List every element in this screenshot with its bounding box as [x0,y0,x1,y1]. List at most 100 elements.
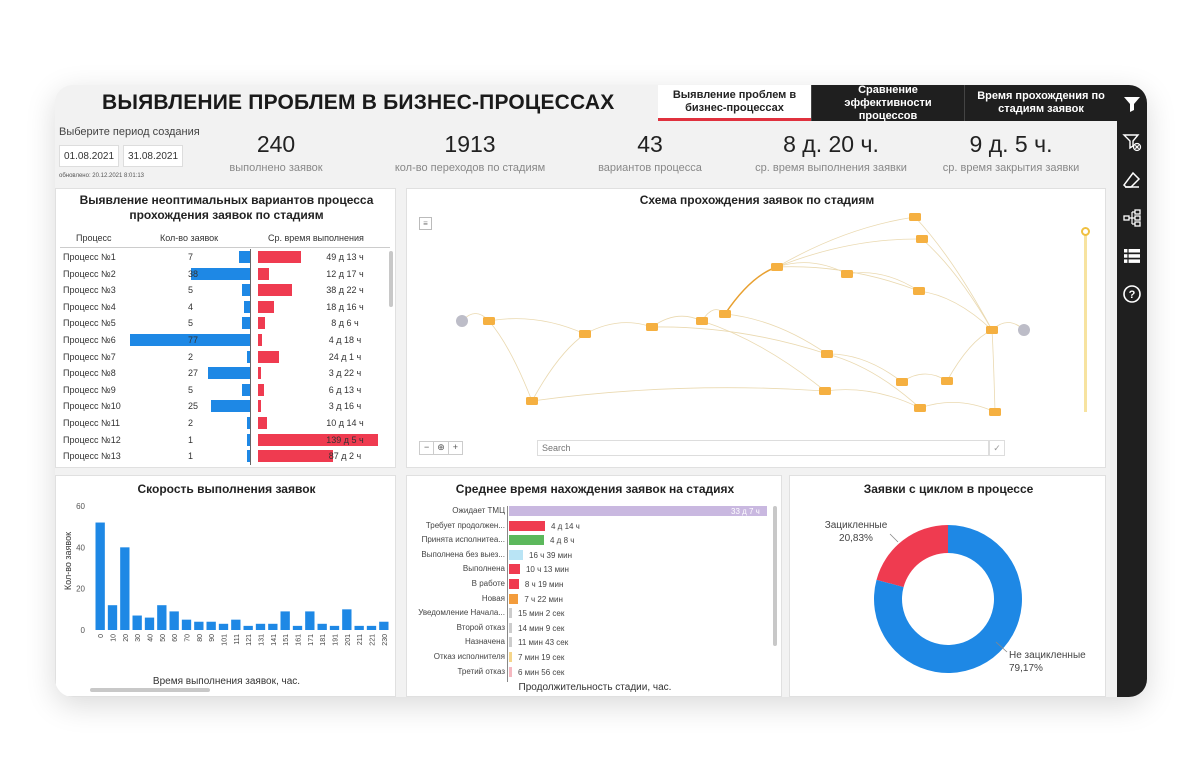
stage-rows: Ожидает ТМЦ 33 д 7 ч Требует продолжен... 4… [407,504,777,684]
stage-label: Выполнена без выез... [421,549,505,559]
process-name: Процесс №2 [63,268,116,279]
table-scrollbar[interactable] [389,251,393,307]
zoom-slider-track[interactable] [1084,229,1087,412]
x-tick-label: 151 [283,634,290,646]
table-row[interactable]: Процесс №4 4 18 д 16 ч [56,299,386,315]
x-tick-label: 0 [98,634,105,638]
count-bar [246,417,250,429]
center-icon[interactable]: ⊕ [434,442,449,454]
process-time: 87 д 2 ч [328,451,362,462]
bar [107,605,118,630]
table-row[interactable]: Процесс №11 2 10 д 14 ч [56,415,386,431]
bar [120,547,130,630]
table-row[interactable]: Процесс №3 5 38 д 22 ч [56,282,386,298]
process-name: Процесс №13 [63,451,121,462]
table-row[interactable]: Процесс №6 77 4 д 18 ч [56,332,386,348]
x-tick-label: 50 [160,634,167,642]
table-row[interactable]: Процесс №9 5 6 д 13 ч [56,382,386,398]
date-from-input[interactable]: 01.08.2021 [59,145,119,167]
stage-value: 11 мин 43 сек [518,638,569,648]
bar [194,621,204,630]
stage-label: Выполнена [462,564,505,574]
process-name: Процесс №5 [63,318,116,329]
count-bar [190,267,250,280]
stage-bar [509,652,512,662]
stage-row[interactable]: Второй отказ 14 мин 9 сек [407,621,777,635]
bar [231,619,241,630]
table-row[interactable]: Процесс №7 2 24 д 1 ч [56,349,386,365]
stage-row[interactable]: Отказ исполнителя 7 мин 19 сек [407,650,777,664]
eraser-icon[interactable] [1117,161,1147,199]
filter-icon[interactable] [1117,85,1147,123]
y-tick-label: 0 [81,626,86,635]
x-tick-label: 80 [197,634,204,642]
stage-row[interactable]: Выполнена без выез... 16 ч 39 мин [407,548,777,562]
stage-bar [509,666,512,677]
process-flow-graph[interactable] [407,189,1107,469]
time-bar [258,284,292,297]
stage-row[interactable]: Принята исполнитеа... 4 д 8 ч [407,533,777,547]
zoom-slider-handle[interactable] [1081,227,1090,236]
table-row[interactable]: Процесс №2 38 12 д 17 ч [56,266,386,282]
process-count: 27 [188,368,199,379]
kpi-value: 8 д. 20 ч. [783,131,879,157]
chart-scrollbar[interactable] [90,688,210,692]
process-time: 4 д 18 ч [328,335,362,345]
slice-label: Не зацикленные [1009,650,1086,661]
time-bar [258,450,334,463]
x-tick-label: 10 [111,634,118,642]
table-row[interactable]: Процесс №12 1 139 д 5 ч [56,432,386,448]
x-tick-label: 90 [209,634,216,642]
flow-terminal-node [456,315,468,327]
check-icon[interactable]: ✓ [989,440,1005,456]
table-row[interactable]: Процесс №1 7 49 д 13 ч [56,249,386,265]
col-header-process: Процесс [76,233,112,243]
flow-stage-node [771,263,783,271]
zoom-in-button[interactable]: + [452,442,458,452]
stage-row[interactable]: Третий отказ 6 мин 56 сек [407,665,777,679]
flow-stage-node [719,310,731,318]
stage-bar [509,549,523,560]
date-to-input[interactable]: 31.08.2021 [123,145,183,167]
process-time: 49 д 13 ч [326,252,364,262]
table-icon[interactable] [1117,237,1147,275]
table-row[interactable]: Процесс №13 1 87 д 2 ч [56,448,386,464]
hierarchy-icon[interactable] [1117,199,1147,237]
tab-stage-time[interactable]: Время прохождения по стадиям заявок [964,85,1117,121]
table-row[interactable]: Процесс №8 27 3 д 22 ч [56,365,386,381]
flow-edge [991,329,996,413]
bar [144,617,155,630]
process-count: 38 [188,268,199,279]
flow-search-input[interactable] [537,440,989,456]
tab-efficiency[interactable]: Сравнение эффективности процессов [811,85,964,122]
process-name: Процесс №4 [63,301,116,312]
stage-row[interactable]: Уведомление Начала... 15 мин 2 сек [407,606,777,620]
x-tick-label: 20 [123,634,130,642]
stage-row[interactable]: Выполнена 10 ч 13 мин [407,562,777,576]
stage-row[interactable]: Ожидает ТМЦ 33 д 7 ч [407,504,777,518]
stage-row[interactable]: Назначена 11 мин 43 сек [407,635,777,649]
tab-problems[interactable]: Выявление проблем в бизнес-процессах [658,85,811,121]
process-time: 38 д 22 ч [326,285,364,296]
table-row[interactable]: Процесс №5 5 8 д 6 ч [56,315,386,331]
time-bar [258,251,301,263]
bar [243,625,253,630]
stage-row[interactable]: В работе 8 ч 19 мин [407,577,777,591]
flow-stage-node [941,377,953,385]
menu-icon[interactable]: ≡ [419,217,432,230]
help-icon[interactable]: ? [1117,275,1147,313]
table-row[interactable]: Процесс №10 25 3 д 16 ч [56,398,386,414]
clear-filter-icon[interactable] [1117,123,1147,161]
stage-row[interactable]: Новая 7 ч 22 мин [407,592,777,606]
process-name: Процесс №6 [63,335,116,345]
bar [157,605,167,630]
bar [342,609,352,630]
stage-value: 33 д 7 ч [731,507,760,516]
stages-scrollbar[interactable] [773,506,777,646]
y-tick-label: 20 [76,585,85,594]
stage-value: 4 д 8 ч [550,536,575,546]
stage-row[interactable]: Требует продолжен... 4 д 14 ч [407,519,777,533]
x-tick-label: 30 [135,634,142,642]
zoom-out-button[interactable]: − [420,442,435,454]
process-count: 1 [188,434,194,445]
